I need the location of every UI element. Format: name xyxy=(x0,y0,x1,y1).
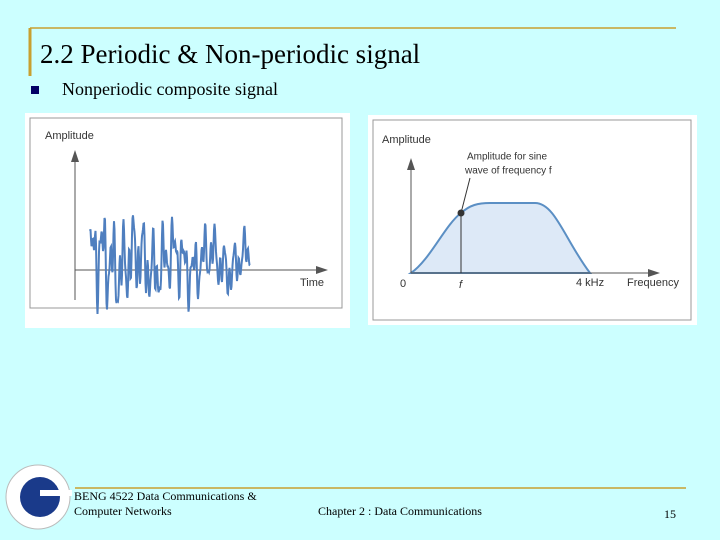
annotation: Amplitude for sine xyxy=(467,152,547,163)
arrow xyxy=(316,266,328,274)
f-label: f xyxy=(459,279,463,291)
logo-core xyxy=(20,477,60,517)
figure-border xyxy=(29,117,343,309)
spectrum xyxy=(407,202,593,274)
figure-border xyxy=(372,119,692,321)
y-axis-label: Amplitude xyxy=(382,134,431,146)
leader-line xyxy=(460,177,471,214)
x-axis-label: Frequency xyxy=(627,277,679,289)
logo xyxy=(5,464,72,530)
arrow xyxy=(407,158,415,170)
origin-label: 0 xyxy=(400,278,406,290)
signal-wave xyxy=(89,215,251,315)
logo-stripe xyxy=(40,490,72,496)
annotation: wave of frequency f xyxy=(464,166,552,177)
bullet-text: Nonperiodic composite signal xyxy=(62,79,278,99)
title: 2.2 Periodic & Non-periodic signal xyxy=(40,39,420,69)
page-number: 15 xyxy=(664,507,676,521)
footer-course: Computer Networks xyxy=(74,504,172,518)
max-label: 4 kHz xyxy=(576,277,604,289)
footer-chapter: Chapter 2 : Data Communications xyxy=(318,504,482,518)
footer-course: BENG 4522 Data Communications & xyxy=(74,489,257,503)
marker-point xyxy=(457,209,465,217)
arrow xyxy=(648,269,660,277)
x-axis-label: Time xyxy=(300,277,324,289)
y-axis-label: Amplitude xyxy=(45,130,94,142)
bullet-marker xyxy=(31,86,39,94)
arrow xyxy=(71,150,79,162)
